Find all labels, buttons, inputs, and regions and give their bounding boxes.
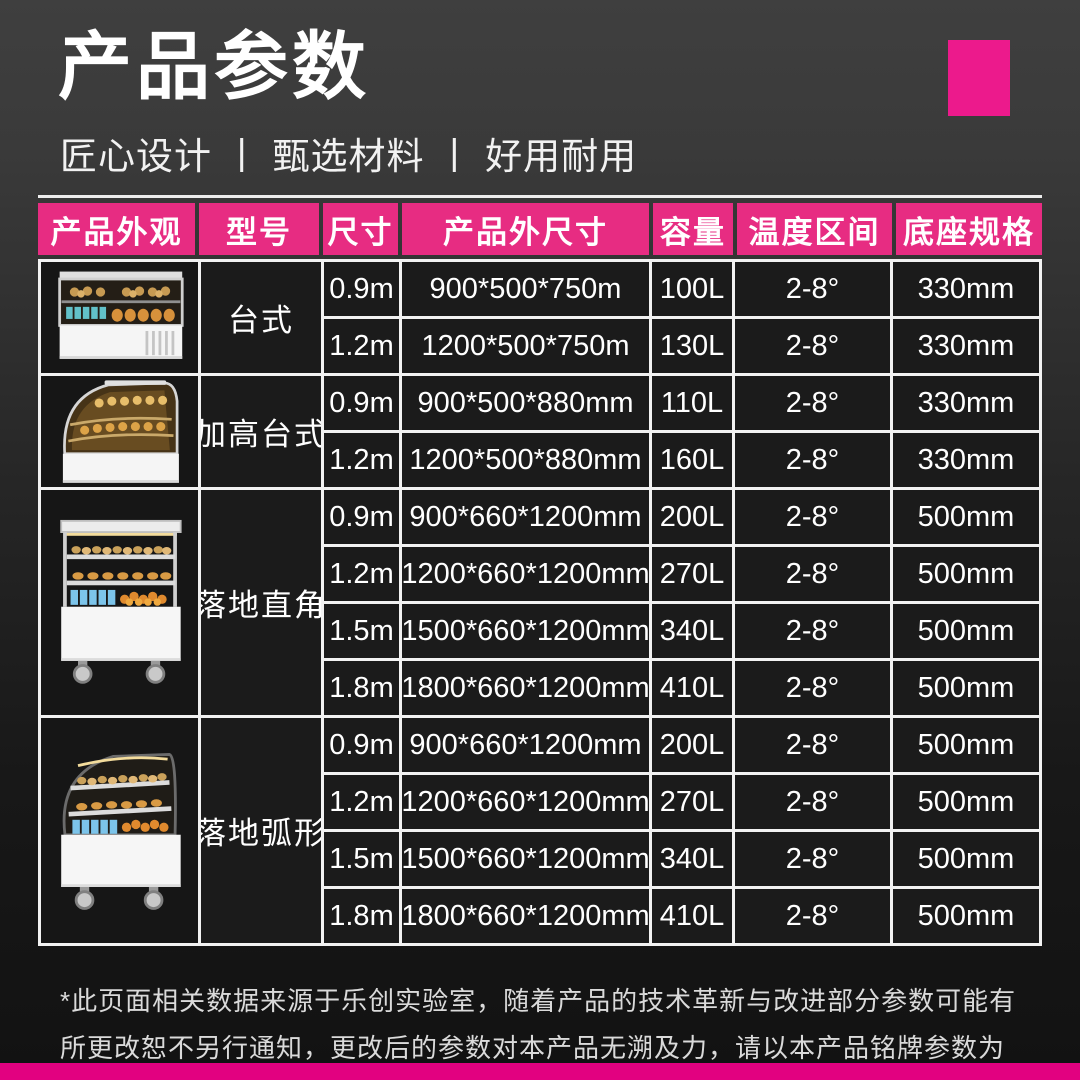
footer-disclaimer: *此页面相关数据来源于乐创实验室，随着产品的技术革新与改进部分参数可能有所更改恕… [60, 986, 1017, 1080]
capacity-cell: 200L [652, 490, 732, 544]
capacity-cell: 160L [652, 433, 732, 487]
dimensions-cell: 1200*660*1200mm [402, 775, 649, 829]
column-header-4: 容量 [653, 203, 733, 255]
base-spec-cell: 330mm [893, 262, 1039, 316]
table-body: 台式 0.9m 900*500*750m 100L 2-8° 330mm 1.2m 1200*… [38, 259, 1042, 946]
column-header-0: 产品外观 [38, 203, 195, 255]
temperature-cell: 2-8° [735, 604, 890, 658]
model-cell: 加高台式 [201, 376, 321, 487]
table-top-line [38, 195, 1042, 198]
temperature-cell: 2-8° [735, 376, 890, 430]
base-spec-cell: 500mm [893, 889, 1039, 943]
capacity-cell: 110L [652, 376, 732, 430]
dimensions-cell: 1200*660*1200mm [402, 547, 649, 601]
size-cell: 0.9m [324, 262, 399, 316]
base-spec-cell: 330mm [893, 376, 1039, 430]
temperature-cell: 2-8° [735, 832, 890, 886]
size-cell: 0.9m [324, 718, 399, 772]
size-cell: 1.8m [324, 889, 399, 943]
capacity-cell: 340L [652, 832, 732, 886]
column-header-5: 温度区间 [737, 203, 892, 255]
temperature-cell: 2-8° [735, 262, 890, 316]
product-image-cell-floor-curved [41, 718, 198, 943]
base-spec-cell: 500mm [893, 775, 1039, 829]
size-cell: 1.5m [324, 604, 399, 658]
dimensions-cell: 1200*500*880mm [402, 433, 649, 487]
temperature-cell: 2-8° [735, 490, 890, 544]
capacity-cell: 410L [652, 661, 732, 715]
size-cell: 0.9m [324, 490, 399, 544]
column-header-3: 产品外尺寸 [402, 203, 649, 255]
dimensions-cell: 900*500*750m [402, 262, 649, 316]
product-image-cell-countertop-straight [41, 262, 198, 373]
product-image-cell-countertop-curved [41, 376, 198, 487]
dimensions-cell: 1500*660*1200mm [402, 832, 649, 886]
capacity-cell: 410L [652, 889, 732, 943]
size-cell: 1.2m [324, 319, 399, 373]
size-cell: 1.2m [324, 433, 399, 487]
temperature-cell: 2-8° [735, 775, 890, 829]
column-header-2: 尺寸 [323, 203, 398, 255]
product-image-cell-floor-straight [41, 490, 198, 715]
countertop-curved-image [62, 379, 179, 483]
dimensions-cell: 1500*660*1200mm [402, 604, 649, 658]
page-subtitle: 匠心设计 丨 甄选材料 丨 好用耐用 [60, 136, 638, 177]
dimensions-cell: 900*500*880mm [402, 376, 649, 430]
model-cell: 落地弧形 [201, 718, 321, 943]
model-cell: 落地直角 [201, 490, 321, 715]
size-cell: 1.8m [324, 661, 399, 715]
table-header-row: 产品外观 型号 尺寸 产品外尺寸 容量 温度区间 底座规格 [38, 203, 1042, 255]
page-title: 产品参数 [58, 25, 370, 108]
base-spec-cell: 500mm [893, 547, 1039, 601]
base-spec-cell: 500mm [893, 661, 1039, 715]
size-cell: 0.9m [324, 376, 399, 430]
countertop-straight-image [57, 271, 184, 359]
column-header-1: 型号 [199, 203, 319, 255]
dimensions-cell: 1800*660*1200mm [402, 889, 649, 943]
bottom-accent-bar [0, 1063, 1080, 1080]
size-cell: 1.5m [324, 832, 399, 886]
temperature-cell: 2-8° [735, 319, 890, 373]
temperature-cell: 2-8° [735, 718, 890, 772]
temperature-cell: 2-8° [735, 661, 890, 715]
temperature-cell: 2-8° [735, 889, 890, 943]
dimensions-cell: 900*660*1200mm [402, 490, 649, 544]
temperature-cell: 2-8° [735, 547, 890, 601]
accent-square-decoration [948, 40, 1010, 116]
base-spec-cell: 500mm [893, 604, 1039, 658]
capacity-cell: 270L [652, 775, 732, 829]
capacity-cell: 270L [652, 547, 732, 601]
base-spec-cell: 500mm [893, 490, 1039, 544]
capacity-cell: 200L [652, 718, 732, 772]
capacity-cell: 130L [652, 319, 732, 373]
capacity-cell: 340L [652, 604, 732, 658]
dimensions-cell: 900*660*1200mm [402, 718, 649, 772]
column-header-6: 底座规格 [896, 203, 1042, 255]
dimensions-cell: 1200*500*750m [402, 319, 649, 373]
size-cell: 1.2m [324, 775, 399, 829]
dimensions-cell: 1800*660*1200mm [402, 661, 649, 715]
base-spec-cell: 330mm [893, 433, 1039, 487]
floor-curved-image [60, 752, 181, 910]
base-spec-cell: 500mm [893, 832, 1039, 886]
temperature-cell: 2-8° [735, 433, 890, 487]
size-cell: 1.2m [324, 547, 399, 601]
spec-table: 产品外观 型号 尺寸 产品外尺寸 容量 温度区间 底座规格 台式 0.9m 900*500*75… [38, 195, 1042, 946]
base-spec-cell: 500mm [893, 718, 1039, 772]
model-cell: 台式 [201, 262, 321, 373]
floor-straight-image [59, 519, 182, 684]
capacity-cell: 100L [652, 262, 732, 316]
base-spec-cell: 330mm [893, 319, 1039, 373]
